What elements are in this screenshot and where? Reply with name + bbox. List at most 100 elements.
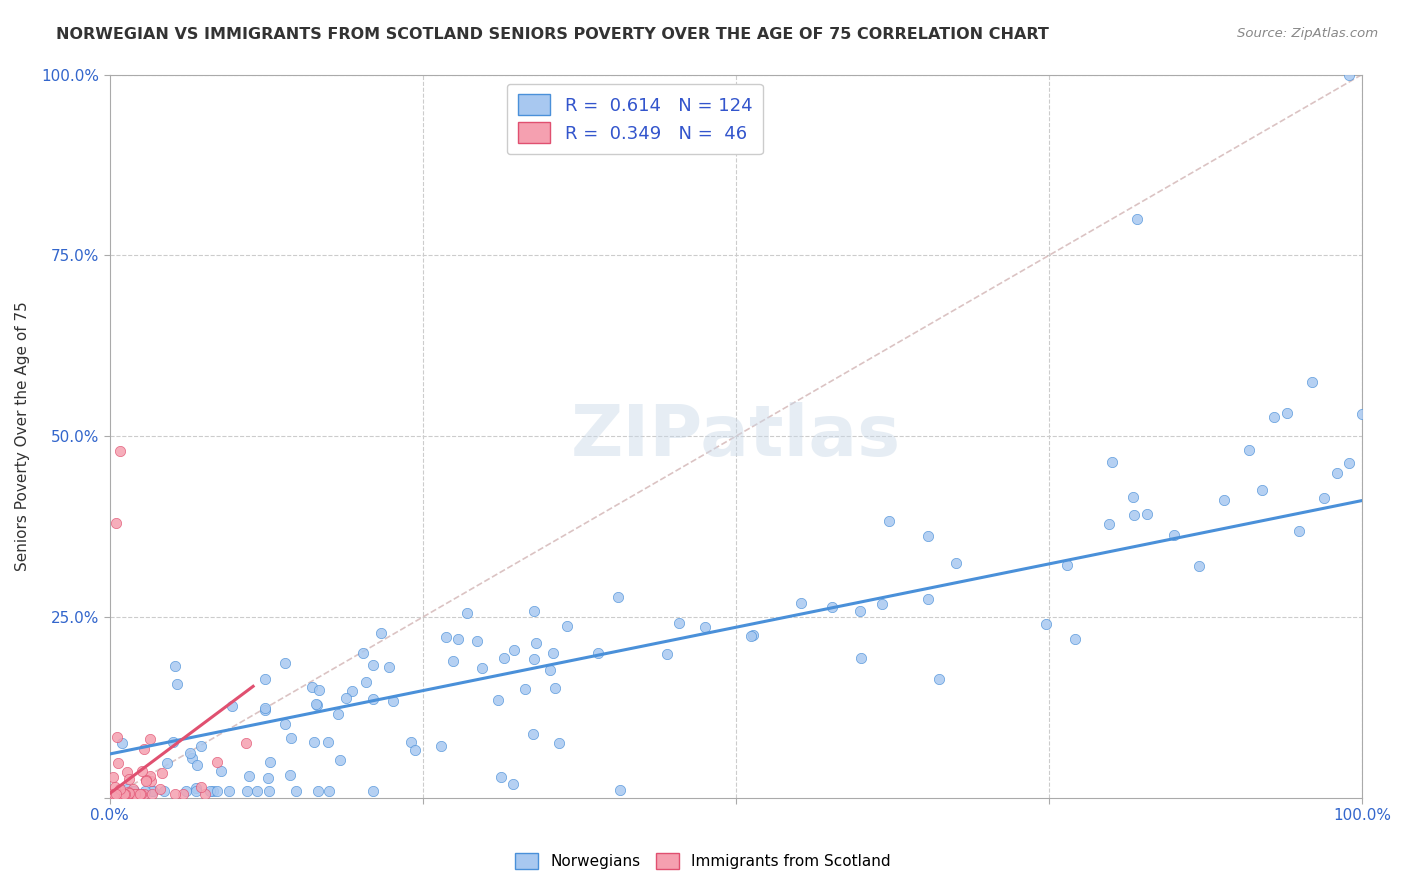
Point	[166, 676, 188, 690]
Point	[135, 772, 157, 787]
Point	[740, 629, 762, 643]
Point	[849, 604, 872, 618]
Point	[456, 606, 478, 620]
Point	[1326, 466, 1348, 480]
Point	[257, 784, 280, 798]
Point	[522, 726, 544, 740]
Point	[544, 681, 567, 695]
Point	[114, 788, 136, 802]
Point	[361, 658, 384, 673]
Point	[163, 658, 186, 673]
Point	[165, 788, 187, 802]
Point	[131, 788, 153, 802]
Point	[190, 780, 212, 795]
Point	[259, 755, 281, 769]
Point	[142, 784, 165, 798]
Point	[108, 443, 131, 458]
Point	[107, 756, 129, 770]
Point	[135, 774, 157, 789]
Point	[184, 780, 207, 795]
Point	[155, 756, 177, 770]
Point	[870, 597, 893, 611]
Point	[103, 788, 125, 802]
Point	[335, 690, 357, 705]
Point	[149, 781, 172, 796]
Point	[538, 663, 561, 677]
Point	[278, 768, 301, 782]
Point	[209, 764, 232, 779]
Point	[105, 730, 128, 744]
Point	[693, 620, 716, 634]
Point	[1339, 457, 1361, 471]
Point	[103, 770, 125, 784]
Point	[174, 784, 197, 798]
Point	[153, 784, 176, 798]
Point	[1163, 528, 1185, 542]
Point	[121, 781, 143, 796]
Point	[284, 784, 307, 798]
Point	[124, 788, 146, 802]
Point	[186, 758, 208, 772]
Point	[124, 788, 146, 802]
Point	[100, 788, 122, 802]
Point	[254, 701, 277, 715]
Point	[114, 788, 136, 802]
Point	[235, 736, 257, 750]
Point	[194, 788, 217, 802]
Point	[205, 784, 228, 798]
Point	[1136, 508, 1159, 522]
Point	[117, 772, 139, 786]
Point	[134, 784, 156, 798]
Point	[377, 660, 399, 674]
Point	[340, 684, 363, 698]
Point	[1056, 558, 1078, 572]
Point	[523, 604, 546, 618]
Point	[257, 771, 280, 785]
Point	[274, 717, 297, 731]
Point	[513, 682, 536, 697]
Point	[541, 647, 564, 661]
Point	[821, 600, 844, 615]
Point	[1098, 517, 1121, 532]
Point	[122, 784, 145, 798]
Point	[1122, 508, 1144, 522]
Point	[307, 784, 329, 798]
Point	[354, 674, 377, 689]
Point	[104, 788, 127, 802]
Point	[108, 781, 131, 796]
Point	[172, 788, 194, 802]
Point	[115, 764, 138, 779]
Point	[131, 764, 153, 778]
Point	[1188, 559, 1211, 574]
Point	[1313, 491, 1336, 505]
Point	[316, 734, 339, 748]
Legend: Norwegians, Immigrants from Scotland: Norwegians, Immigrants from Scotland	[509, 847, 897, 875]
Y-axis label: Seniors Poverty Over the Age of 75: Seniors Poverty Over the Age of 75	[15, 301, 30, 571]
Point	[181, 751, 204, 765]
Point	[122, 784, 145, 798]
Point	[1351, 407, 1374, 421]
Point	[302, 734, 325, 748]
Point	[104, 788, 127, 802]
Point	[502, 777, 524, 791]
Point	[190, 739, 212, 754]
Point	[108, 785, 131, 799]
Point	[329, 753, 352, 767]
Point	[117, 788, 139, 802]
Point	[139, 769, 162, 783]
Point	[668, 615, 690, 630]
Point	[305, 697, 328, 711]
Point	[1035, 616, 1057, 631]
Point	[111, 736, 134, 750]
Point	[236, 784, 259, 798]
Point	[1263, 410, 1285, 425]
Point	[917, 592, 939, 607]
Point	[238, 768, 260, 782]
Point	[928, 673, 950, 687]
Point	[104, 780, 127, 794]
Text: ZIPatlas: ZIPatlas	[571, 401, 901, 471]
Point	[381, 694, 404, 708]
Point	[404, 742, 426, 756]
Point	[118, 786, 141, 800]
Point	[492, 651, 515, 665]
